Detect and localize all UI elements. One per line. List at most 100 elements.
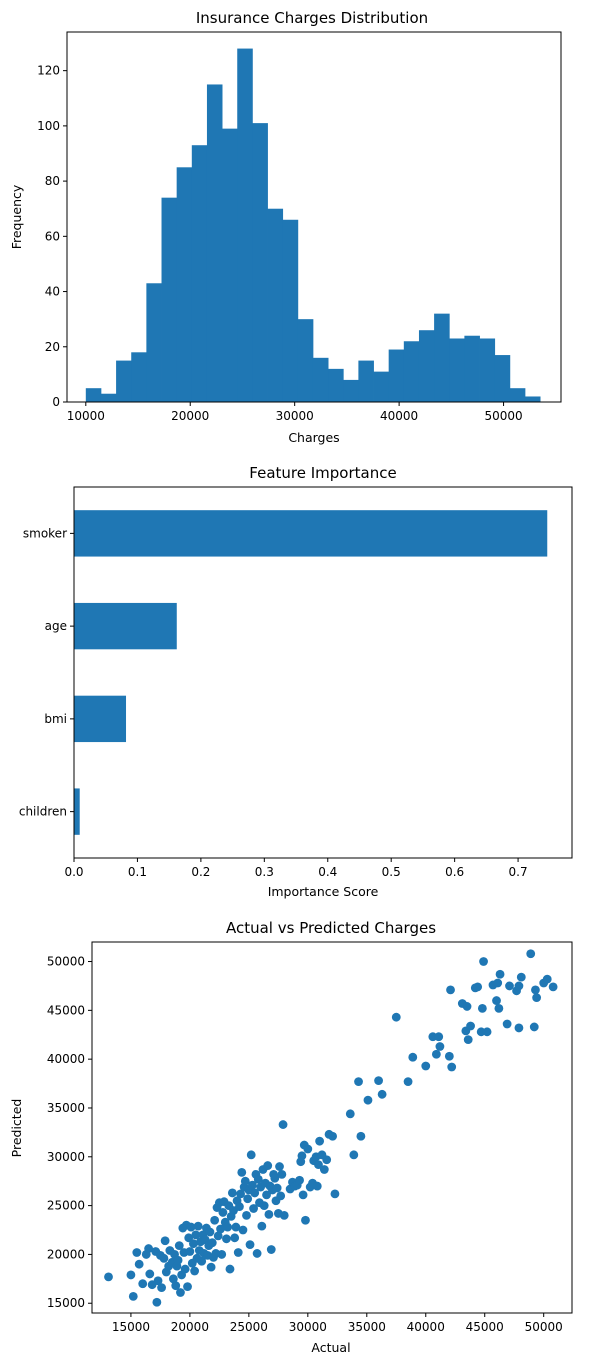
histogram-bar: [85, 388, 102, 402]
scatter-y-tick-label: 35000: [47, 1101, 85, 1115]
scatter-point: [152, 1297, 162, 1307]
scatter-point: [259, 1201, 269, 1211]
scatter-point: [363, 1095, 373, 1105]
scatter-point: [301, 1215, 310, 1225]
scatter-point: [153, 1276, 163, 1286]
scatter-point: [157, 1283, 166, 1293]
scatter-point: [349, 1150, 359, 1160]
histogram-bar: [312, 357, 329, 402]
feature-importance-chart: Feature Importance 0.0 0.1 0.2 0.3 0.4 0.5 0.6…: [19, 464, 573, 899]
scatter-point: [193, 1221, 203, 1231]
feature-importance-x-label: Importance Score: [268, 884, 379, 899]
histogram-bar: [373, 371, 390, 402]
histogram-x-tick-label: 40000: [380, 409, 418, 423]
histogram-bar: [267, 208, 284, 402]
histogram-x-tick-label: 50000: [484, 409, 522, 423]
feature-importance-x-ticks: 0.0 0.1 0.2 0.3 0.4 0.5 0.6 0.7: [64, 858, 528, 879]
feature-importance-bar: [74, 695, 127, 743]
scatter-point: [240, 1176, 250, 1186]
feature-importance-x-tick-label: 0.5: [382, 865, 401, 879]
scatter-point: [272, 1183, 282, 1193]
histogram-bar: [343, 379, 359, 402]
histogram-bar: [524, 396, 541, 402]
histogram-bar: [464, 335, 480, 402]
scatter-y-ticks: 15000 20000 25000 30000 35000 40000 45000 50000: [47, 955, 92, 1310]
scatter-point: [277, 1169, 287, 1179]
histogram-bar: [131, 352, 147, 402]
histogram-y-tick-label: 0: [52, 395, 60, 409]
scatter-point: [222, 1234, 231, 1244]
scatter-point: [529, 1022, 539, 1032]
scatter-point: [185, 1247, 195, 1256]
scatter-y-tick-label: 50000: [47, 955, 85, 969]
feature-importance-x-tick-label: 0.7: [509, 865, 528, 879]
histogram-bar: [403, 341, 420, 402]
scatter-point: [531, 985, 540, 995]
scatter-y-label: Predicted: [9, 1099, 24, 1158]
scatter-point: [526, 949, 536, 959]
histogram-y-tick-label: 60: [45, 229, 60, 243]
scatter-point: [104, 1272, 113, 1282]
scatter-point: [315, 1136, 325, 1146]
scatter-point: [377, 1089, 387, 1099]
feature-importance-category-label: smoker: [23, 526, 67, 540]
scatter-y-tick-label: 20000: [47, 1247, 85, 1261]
scatter-point: [434, 1032, 444, 1042]
scatter-point: [266, 1245, 276, 1254]
scatter-point: [210, 1215, 220, 1225]
scatter-x-tick-label: 20000: [171, 1320, 209, 1334]
scatter-point: [482, 1027, 492, 1037]
histogram-bar: [116, 360, 132, 402]
scatter-point: [505, 981, 514, 991]
histogram-bar: [358, 360, 374, 402]
scatter-point: [295, 1175, 304, 1185]
histogram-bar: [434, 313, 450, 402]
scatter-point: [236, 1189, 245, 1199]
scatter-point: [206, 1262, 216, 1272]
histogram-title: Insurance Charges Distribution: [196, 9, 428, 27]
scatter-point: [246, 1150, 256, 1160]
scatter-point: [435, 1042, 445, 1051]
scatter-point: [174, 1241, 184, 1251]
scatter-point: [184, 1233, 194, 1243]
scatter-point: [328, 1131, 337, 1141]
histogram-y-tick-label: 120: [37, 64, 60, 78]
scatter-point: [477, 1003, 487, 1013]
scatter-point: [314, 1160, 323, 1169]
scatter-point: [391, 1012, 401, 1022]
scatter-point: [160, 1236, 170, 1246]
scatter-point: [227, 1188, 237, 1198]
scatter-point: [444, 1051, 454, 1061]
histogram-bar: [494, 355, 511, 402]
scatter-point: [298, 1190, 308, 1200]
scatter-point: [356, 1131, 366, 1141]
histogram-bar: [100, 393, 117, 402]
histogram-x-tick-label: 20000: [171, 409, 209, 423]
scatter-point: [492, 996, 501, 1005]
histogram-bar: [297, 319, 314, 402]
scatter-point: [191, 1230, 201, 1240]
scatter-point: [421, 1061, 431, 1071]
histogram-bar: [222, 128, 238, 402]
histogram-bar: [237, 48, 253, 402]
histogram-x-tick-label: 10000: [67, 409, 105, 423]
scatter-point: [230, 1233, 240, 1243]
scatter-x-label: Actual: [311, 1340, 350, 1355]
scatter-point: [548, 982, 558, 992]
histogram-bar: [146, 283, 162, 402]
scatter-point: [279, 1210, 289, 1220]
scatter-x-tick-label: 30000: [289, 1320, 327, 1334]
scatter-point: [542, 974, 552, 984]
scatter-point: [303, 1144, 313, 1154]
scatter-point: [275, 1162, 284, 1171]
scatter-x-tick-label: 40000: [407, 1320, 445, 1334]
histogram-bar: [252, 123, 268, 403]
scatter-point: [145, 1269, 155, 1279]
histogram-x-label: Charges: [288, 430, 339, 445]
histogram-bar: [191, 145, 208, 402]
feature-importance-x-tick-label: 0.1: [128, 865, 147, 879]
scatter-point: [257, 1221, 267, 1231]
scatter-point: [462, 1002, 472, 1011]
scatter-point: [479, 957, 488, 966]
